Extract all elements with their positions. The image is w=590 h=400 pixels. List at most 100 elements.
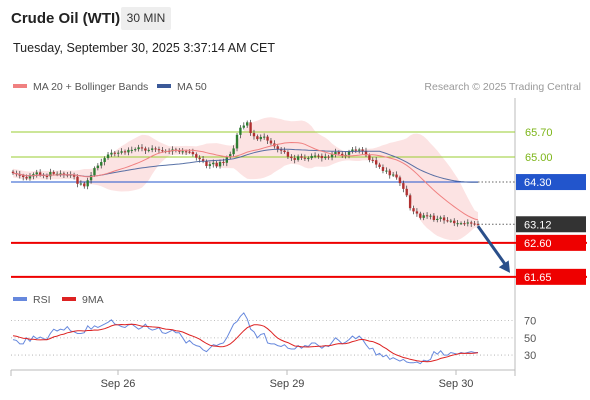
- credit-text: Research © 2025 Trading Central: [424, 81, 581, 93]
- candle-body: [344, 154, 347, 156]
- candle-body: [449, 220, 453, 222]
- candle: [89, 172, 93, 184]
- candle: [300, 153, 303, 161]
- candle: [35, 169, 38, 178]
- candle: [405, 185, 408, 198]
- candle: [144, 146, 147, 154]
- candle-body: [436, 218, 439, 220]
- candle: [137, 144, 140, 152]
- candle-body: [127, 149, 130, 153]
- candle-body: [310, 155, 313, 159]
- candle-body: [55, 173, 59, 175]
- candle: [269, 138, 273, 146]
- candle: [378, 162, 381, 169]
- candle: [249, 119, 252, 136]
- projection-arrow: [476, 225, 509, 268]
- candle-body: [83, 183, 86, 187]
- candle: [334, 148, 337, 158]
- rsi-tick-label: 70: [524, 316, 536, 328]
- x-tick-label: Sep 29: [270, 378, 305, 390]
- candle-body: [123, 151, 127, 153]
- candle-body: [181, 151, 184, 153]
- candle-body: [293, 158, 296, 160]
- candle: [28, 173, 32, 181]
- candle-body: [320, 155, 324, 159]
- candle: [317, 153, 320, 159]
- timeframe-button[interactable]: 30 MIN: [121, 7, 171, 30]
- candle-body: [337, 152, 341, 154]
- candle-body: [120, 151, 123, 153]
- candle: [364, 147, 368, 158]
- candle-body: [313, 155, 317, 157]
- candle: [103, 156, 106, 166]
- candle-body: [412, 208, 415, 212]
- candle-body: [347, 151, 351, 155]
- candle: [307, 156, 310, 162]
- level-label: 64.30: [524, 177, 552, 189]
- candle-body: [130, 149, 133, 151]
- candle-body: [327, 156, 330, 158]
- candle: [456, 219, 459, 227]
- candle: [459, 221, 463, 225]
- candle: [425, 212, 429, 219]
- candle: [161, 147, 164, 153]
- candle: [351, 147, 354, 154]
- candle-body: [178, 150, 181, 152]
- candle-body: [408, 195, 412, 209]
- candle: [45, 173, 49, 180]
- candle: [279, 147, 283, 154]
- candle: [215, 160, 218, 169]
- candle-body: [49, 172, 52, 177]
- candle: [79, 180, 83, 186]
- candle: [381, 164, 385, 174]
- candle-body: [239, 127, 242, 135]
- candle-body: [283, 150, 286, 153]
- candle-body: [93, 168, 96, 176]
- candle: [429, 213, 432, 220]
- candle-body: [446, 220, 449, 222]
- candle: [436, 215, 439, 223]
- candle: [256, 134, 259, 141]
- candle-body: [11, 171, 15, 174]
- candle-body: [62, 173, 66, 175]
- candle-body: [259, 136, 262, 140]
- candle-body: [212, 162, 215, 165]
- candle: [120, 148, 123, 155]
- candle: [83, 181, 86, 189]
- legend-label: MA 50: [177, 81, 207, 93]
- candle-body: [18, 174, 21, 176]
- candle-body: [317, 155, 320, 157]
- candle-body: [249, 122, 252, 134]
- timestamp: Tuesday, September 30, 2025 3:37:14 AM C…: [13, 41, 275, 55]
- candle: [473, 221, 476, 226]
- rsi-ma-line: [12, 323, 479, 363]
- candle: [432, 213, 436, 222]
- candle-body: [144, 148, 147, 151]
- candle-body: [470, 222, 473, 224]
- candle: [72, 172, 76, 180]
- ma20-line: [12, 141, 479, 221]
- candle: [466, 219, 470, 227]
- candle: [110, 149, 113, 157]
- candle-body: [38, 172, 42, 175]
- candle-body: [473, 223, 476, 225]
- candle-body: [235, 134, 239, 149]
- candle-body: [113, 152, 117, 154]
- legend-swatch: [62, 297, 76, 301]
- candle-body: [147, 149, 150, 151]
- candle-body: [385, 170, 388, 172]
- candle: [442, 214, 446, 224]
- candle-body: [456, 223, 459, 225]
- candle-body: [218, 162, 222, 167]
- candle-body: [100, 162, 103, 166]
- candle: [134, 147, 137, 152]
- candle-body: [395, 174, 398, 178]
- legend-swatch: [157, 84, 171, 88]
- candle-body: [188, 151, 191, 153]
- candle: [127, 147, 130, 156]
- candle-body: [205, 161, 208, 166]
- candle-body: [215, 162, 218, 167]
- candle: [147, 147, 150, 153]
- candle: [242, 122, 245, 130]
- candle: [232, 145, 235, 157]
